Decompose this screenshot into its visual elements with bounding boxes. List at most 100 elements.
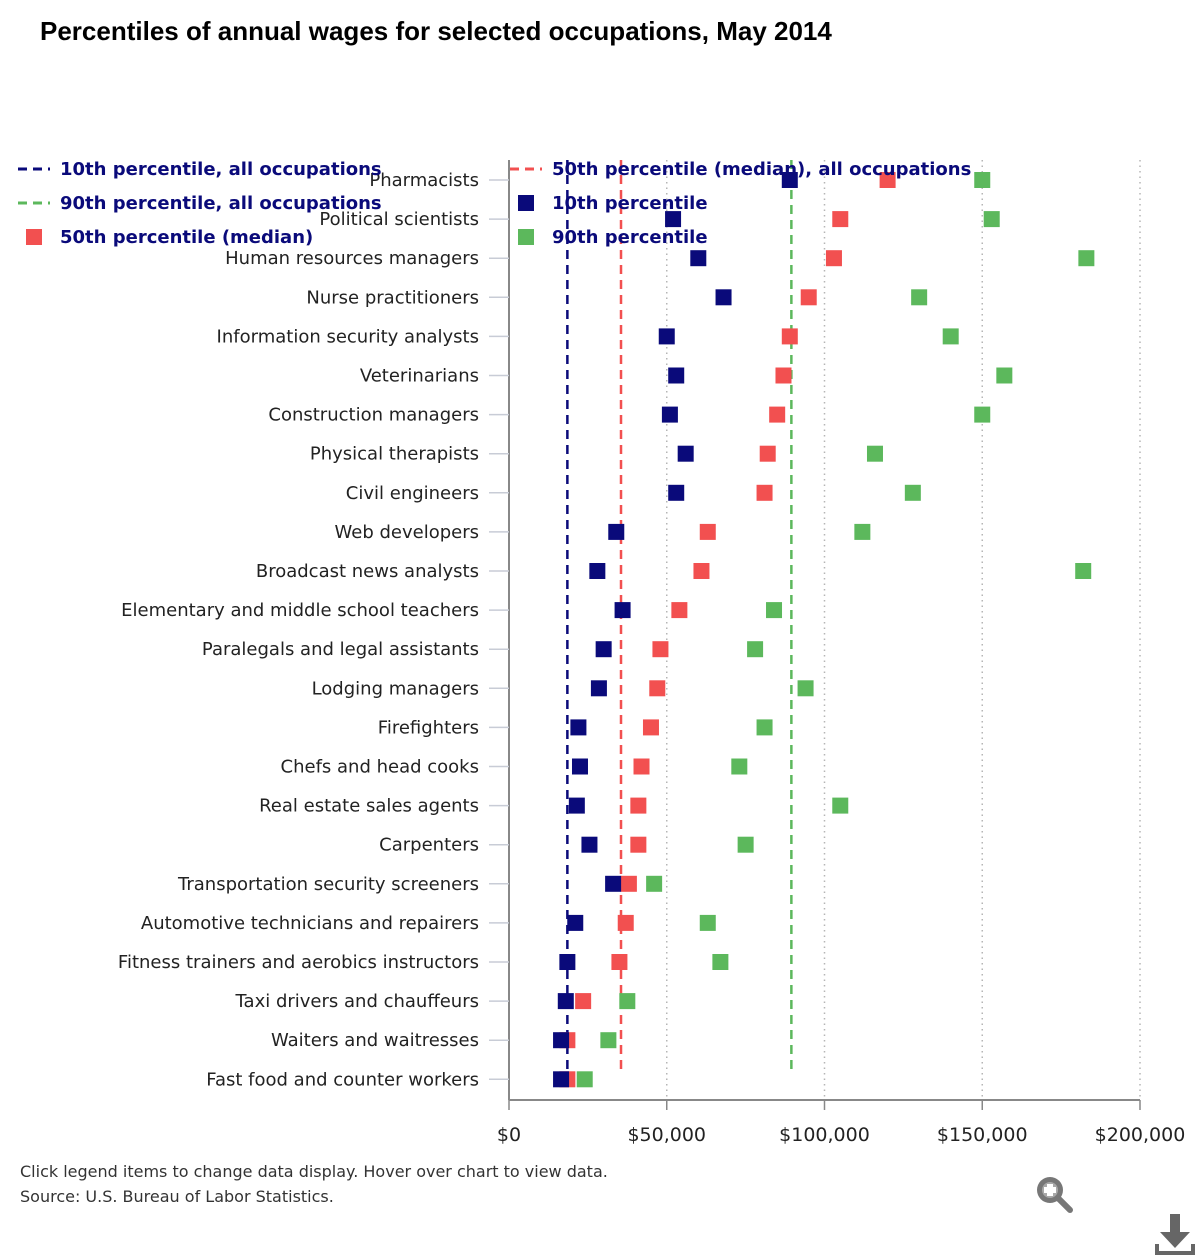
point-p50-chefs-and-head-cooks[interactable]: Chefs and head cooks — 50th percentile (… [633,758,650,775]
point-p50-nurse-practitioners[interactable]: Nurse practitioners — 50th percentile (m… [800,289,817,306]
point-p50-paralegals-and-legal-assistants[interactable]: Paralegals and legal assistants — 50th p… [652,641,669,658]
point-p90-web-developers[interactable]: Web developers — 90th percentile: $112,0… [854,523,871,540]
point-p10-pharmacists[interactable]: Pharmacists — 10th percentile: $89,000 [781,172,798,188]
point-p90-human-resources-managers[interactable]: Human resources managers — 90th percenti… [1078,250,1095,267]
point-p10-transportation-security-screeners[interactable]: Transportation security screeners — 10th… [605,875,622,892]
point-p50-automotive-technicians-and-repairers[interactable]: Automotive technicians and repairers — 5… [617,914,634,931]
point-p50-human-resources-managers[interactable]: Human resources managers — 50th percenti… [825,250,842,267]
point-p50-web-developers[interactable]: Web developers — 50th percentile (median… [699,523,716,540]
legend-item-50th-percentile-median[interactable]: 50th percentile (median) [26,227,313,248]
point-p90-civil-engineers[interactable]: Civil engineers — 90th percentile: $128,… [904,484,921,501]
point-p10-fast-food-and-counter-workers[interactable]: Fast food and counter workers — 10th per… [553,1071,570,1088]
point-p10-web-developers[interactable]: Web developers — 10th percentile: $34,00… [608,523,625,540]
point-p10-real-estate-sales-agents[interactable]: Real estate sales agents — 10th percenti… [568,797,585,814]
legend[interactable]: 10th percentile, all occupations 50th per… [18,159,971,248]
point-p50-firefighters[interactable]: Firefighters — 50th percentile (median):… [642,719,659,736]
footer-note: Click legend items to change data displa… [20,1162,608,1181]
point-p50-physical-therapists[interactable]: Physical therapists — 50th percentile (m… [759,445,776,462]
legend-item-50th-percentile-median-all-occupations[interactable]: 50th percentile (median), all occupation… [510,159,971,180]
download-icon[interactable] [1154,1212,1196,1256]
point-p10-civil-engineers[interactable]: Civil engineers — 10th percentile: $53,0… [668,484,685,501]
percentile-chart[interactable]: Pharmacists — 90th percentile: $150,000 P… [0,0,1200,1160]
legend-label: 50th percentile (median) [60,227,313,248]
point-p90-automotive-technicians-and-repairers[interactable]: Automotive technicians and repairers — 9… [699,914,716,931]
legend-square-swatch [26,229,42,245]
point-p10-information-security-analysts[interactable]: Information security analysts — 10th per… [658,328,675,345]
point-p50-construction-managers[interactable]: Construction managers — 50th percentile … [769,406,786,423]
point-p90-fast-food-and-counter-workers[interactable]: Fast food and counter workers — 90th per… [576,1071,593,1088]
point-p90-political-scientists[interactable]: Political scientists — 90th percentile: … [983,211,1000,228]
point-p50-real-estate-sales-agents[interactable]: Real estate sales agents — 50th percenti… [630,797,647,814]
point-p10-broadcast-news-analysts[interactable]: Broadcast news analysts — 10th percentil… [589,563,606,579]
point-p90-construction-managers[interactable]: Construction managers — 90th percentile:… [974,406,991,423]
legend-label: 50th percentile (median), all occupation… [552,159,971,180]
legend-item-90th-percentile[interactable]: 90th percentile [518,227,708,248]
point-p90-fitness-trainers-and-aerobics-instructors[interactable]: Fitness trainers and aerobics instructor… [712,954,729,970]
category-label: Automotive technicians and repairers [141,913,479,934]
point-p90-elementary-and-middle-school-teachers[interactable]: Elementary and middle school teachers — … [766,602,783,619]
point-p90-lodging-managers[interactable]: Lodging managers — 90th percentile: $94,… [797,680,814,697]
point-p10-nurse-practitioners[interactable]: Nurse practitioners — 10th percentile: $… [715,289,732,306]
point-p50-elementary-and-middle-school-teachers[interactable]: Elementary and middle school teachers — … [671,602,688,619]
category-label: Broadcast news analysts [256,561,479,582]
x-tick-label: $50,000 [627,1124,706,1146]
point-p50-transportation-security-screeners[interactable]: Transportation security screeners — 50th… [620,875,637,892]
point-p50-pharmacists[interactable]: Pharmacists — 50th percentile (median): … [879,172,896,188]
point-p90-taxi-drivers-and-chauffeurs[interactable]: Taxi drivers and chauffeurs — 90th perce… [619,993,636,1010]
point-p50-fitness-trainers-and-aerobics-instructors[interactable]: Fitness trainers and aerobics instructor… [611,954,628,970]
point-p90-nurse-practitioners[interactable]: Nurse practitioners — 90th percentile: $… [911,289,928,306]
data-points[interactable]: Pharmacists — 90th percentile: $150,000 P… [553,172,1095,1088]
point-p10-firefighters[interactable]: Firefighters — 10th percentile: $22,000 [570,719,587,736]
point-p50-civil-engineers[interactable]: Civil engineers — 50th percentile (media… [756,484,773,501]
category-label: Human resources managers [225,248,479,269]
legend-item-10th-percentile-all-occupations[interactable]: 10th percentile, all occupations [18,159,382,180]
point-p10-construction-managers[interactable]: Construction managers — 10th percentile:… [661,406,678,423]
legend-item-90th-percentile-all-occupations[interactable]: 90th percentile, all occupations [18,193,382,214]
point-p50-broadcast-news-analysts[interactable]: Broadcast news analysts — 50th percentil… [693,563,710,579]
point-p10-lodging-managers[interactable]: Lodging managers — 10th percentile: $28,… [590,680,607,697]
point-p10-chefs-and-head-cooks[interactable]: Chefs and head cooks — 10th percentile: … [571,758,588,775]
point-p90-waiters-and-waitresses[interactable]: Waiters and waitresses — 90th percentile… [600,1032,617,1049]
legend-item-10th-percentile[interactable]: 10th percentile [518,193,708,214]
point-p10-veterinarians[interactable]: Veterinarians — 10th percentile: $53,000 [668,367,685,384]
point-p10-waiters-and-waitresses[interactable]: Waiters and waitresses — 10th percentile… [553,1032,570,1049]
point-p90-paralegals-and-legal-assistants[interactable]: Paralegals and legal assistants — 90th p… [747,641,764,658]
axes [489,160,1141,1110]
x-tick-label: $0 [497,1124,521,1146]
point-p50-carpenters[interactable]: Carpenters — 50th percentile (median): $… [630,836,647,853]
point-p10-elementary-and-middle-school-teachers[interactable]: Elementary and middle school teachers — … [614,602,631,619]
point-p10-physical-therapists[interactable]: Physical therapists — 10th percentile: $… [677,445,694,462]
point-p90-veterinarians[interactable]: Veterinarians — 90th percentile: $157,00… [996,367,1013,384]
point-p90-pharmacists[interactable]: Pharmacists — 90th percentile: $150,000 [974,172,991,188]
chart-title: Percentiles of annual wages for selected… [40,16,832,46]
x-tick-label: $100,000 [779,1124,870,1146]
category-labels: Pharmacists Political scientists Human res… [118,170,479,1090]
zoom-in-icon[interactable] [1034,1174,1074,1214]
point-p50-taxi-drivers-and-chauffeurs[interactable]: Taxi drivers and chauffeurs — 50th perce… [575,993,592,1010]
point-p10-carpenters[interactable]: Carpenters — 10th percentile: $25,500 [581,836,598,853]
legend-label: 10th percentile, all occupations [60,159,382,180]
category-label: Veterinarians [360,366,479,387]
point-p10-taxi-drivers-and-chauffeurs[interactable]: Taxi drivers and chauffeurs — 10th perce… [557,993,574,1010]
point-p90-physical-therapists[interactable]: Physical therapists — 90th percentile: $… [866,445,883,462]
point-p90-transportation-security-screeners[interactable]: Transportation security screeners — 90th… [646,875,663,892]
point-p50-lodging-managers[interactable]: Lodging managers — 50th percentile (medi… [649,680,666,697]
point-p10-fitness-trainers-and-aerobics-instructors[interactable]: Fitness trainers and aerobics instructor… [559,954,576,970]
point-p10-paralegals-and-legal-assistants[interactable]: Paralegals and legal assistants — 10th p… [595,641,612,658]
point-p50-political-scientists[interactable]: Political scientists — 50th percentile (… [832,211,849,228]
legend-label: 90th percentile [552,227,708,248]
point-p10-political-scientists[interactable]: Political scientists — 10th percentile: … [665,211,682,228]
legend-label: 90th percentile, all occupations [60,193,382,214]
category-label: Carpenters [379,835,479,856]
category-label: Physical therapists [310,444,479,465]
point-p90-information-security-analysts[interactable]: Information security analysts — 90th per… [942,328,959,345]
point-p10-human-resources-managers[interactable]: Human resources managers — 10th percenti… [690,250,707,267]
point-p50-veterinarians[interactable]: Veterinarians — 50th percentile (median)… [775,367,792,384]
point-p90-broadcast-news-analysts[interactable]: Broadcast news analysts — 90th percentil… [1075,563,1092,579]
point-p90-real-estate-sales-agents[interactable]: Real estate sales agents — 90th percenti… [832,797,849,814]
point-p50-information-security-analysts[interactable]: Information security analysts — 50th per… [781,328,798,345]
point-p90-carpenters[interactable]: Carpenters — 90th percentile: $75,000 [737,836,754,853]
point-p90-chefs-and-head-cooks[interactable]: Chefs and head cooks — 90th percentile: … [731,758,748,775]
point-p10-automotive-technicians-and-repairers[interactable]: Automotive technicians and repairers — 1… [567,914,584,931]
point-p90-firefighters[interactable]: Firefighters — 90th percentile: $81,000 [756,719,773,736]
